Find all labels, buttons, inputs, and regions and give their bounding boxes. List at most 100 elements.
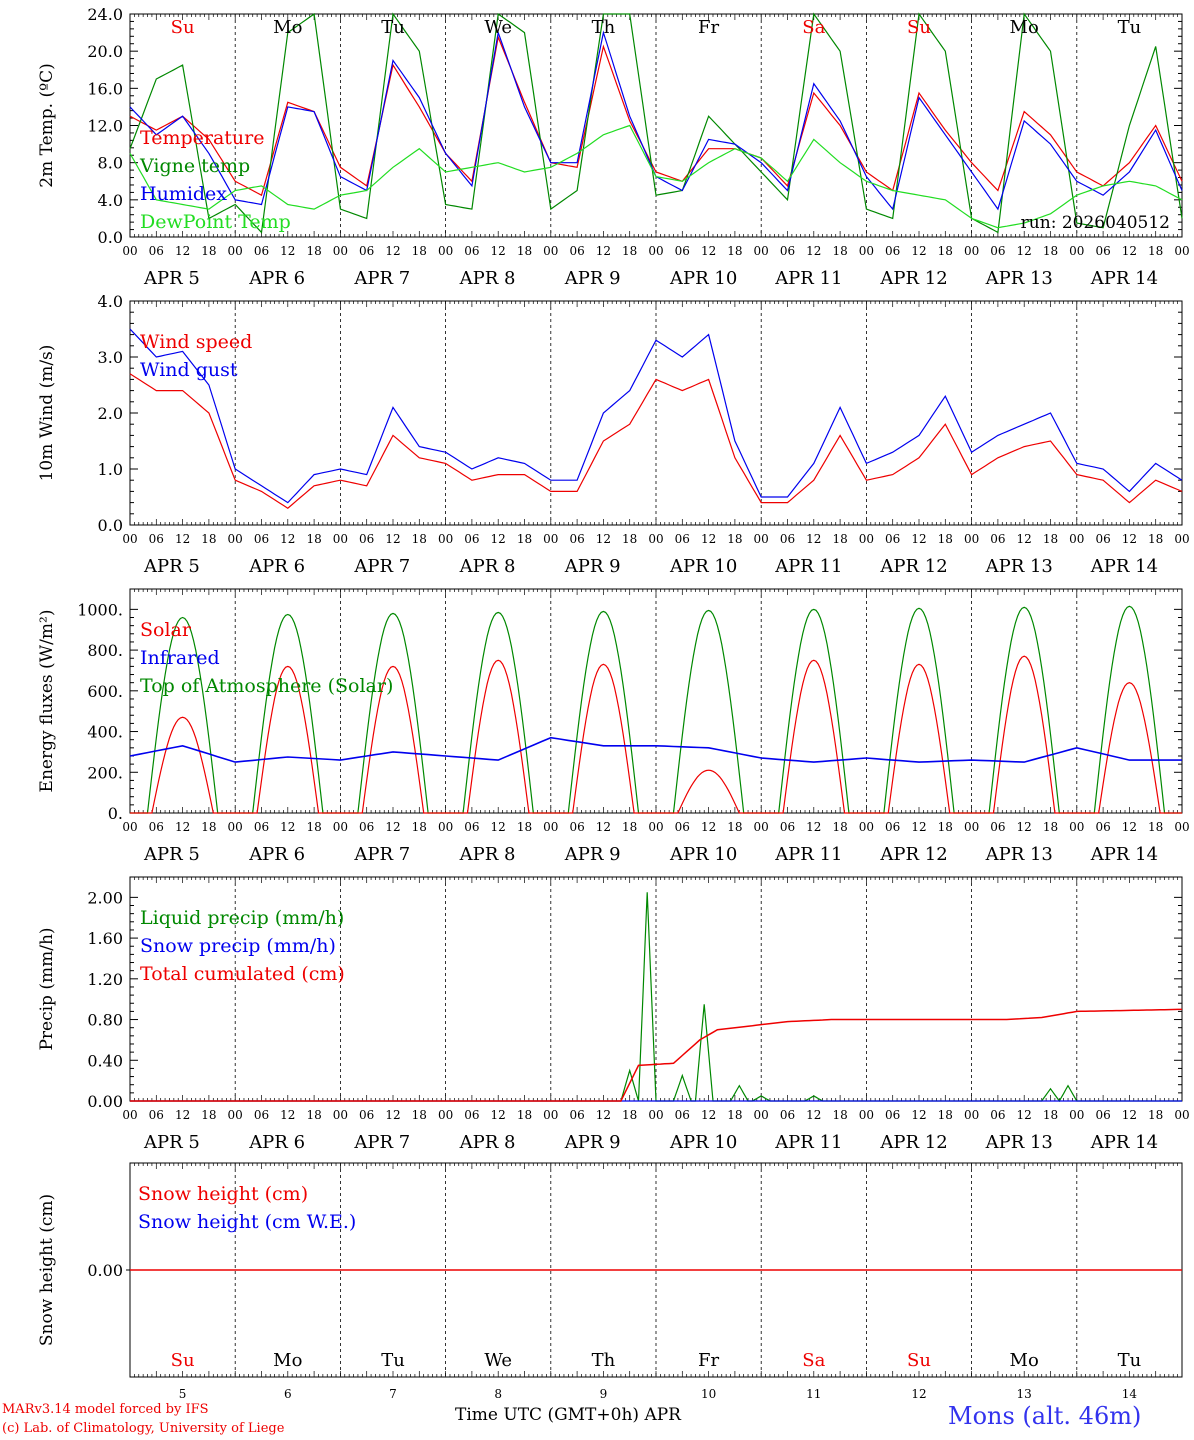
panel-frame [129, 588, 1183, 814]
hour-tick-label: 12 [911, 244, 926, 258]
date-label: APR 6 [248, 556, 305, 577]
series-line-infrared [129, 736, 1182, 763]
weekday-label: Tu [1118, 1350, 1142, 1371]
hour-tick-label: 12 [596, 532, 611, 546]
hour-tick-label: 06 [254, 1108, 269, 1122]
hour-tick-label: 00 [754, 244, 769, 258]
hour-tick-label: 06 [990, 532, 1005, 546]
day-number-label: 8 [494, 1387, 502, 1401]
hour-tick-label: 06 [885, 820, 900, 834]
hour-tick-label: 06 [1095, 532, 1110, 546]
day-number-label: 6 [284, 1387, 292, 1401]
hour-tick-label: 18 [938, 532, 953, 546]
hour-tick-label: 06 [149, 532, 164, 546]
date-label: APR 13 [985, 1132, 1053, 1153]
hour-tick-label: 06 [359, 1108, 374, 1122]
date-label: APR 7 [353, 268, 410, 289]
hour-tick-label: 00 [122, 532, 137, 546]
date-label: APR 14 [1090, 268, 1158, 289]
date-label: APR 13 [985, 268, 1053, 289]
hour-tick-label: 12 [911, 820, 926, 834]
hour-tick-label: 00 [1174, 532, 1189, 546]
hour-tick-label: 00 [333, 820, 348, 834]
hour-tick-label: 06 [780, 532, 795, 546]
hour-tick-label: 00 [543, 820, 558, 834]
legend-entry: Solar [140, 619, 192, 641]
hour-tick-label: 18 [306, 532, 321, 546]
x-axis-label: Time UTC (GMT+0h) APR [455, 1405, 681, 1425]
hour-tick-label: 00 [754, 1108, 769, 1122]
hour-tick-label: 12 [280, 820, 295, 834]
hour-tick-label: 12 [1122, 1108, 1137, 1122]
hour-tick-label: 00 [122, 1108, 137, 1122]
hour-tick-label: 00 [543, 244, 558, 258]
date-label: APR 5 [143, 556, 200, 577]
date-label: APR 9 [564, 556, 621, 577]
date-label: APR 13 [985, 844, 1053, 865]
hour-tick-label: 06 [990, 244, 1005, 258]
hour-tick-label: 12 [1122, 244, 1137, 258]
hour-tick-label: 00 [1069, 532, 1084, 546]
date-label: APR 11 [774, 268, 842, 289]
hour-tick-label: 12 [701, 820, 716, 834]
weekday-label: Su [907, 17, 931, 38]
y-axis-title: 2m Temp. (ºC) [37, 63, 57, 188]
hour-tick-label: 18 [306, 244, 321, 258]
hour-tick-label: 06 [675, 820, 690, 834]
hour-tick-label: 12 [1017, 244, 1032, 258]
hour-tick-label: 12 [175, 820, 190, 834]
hour-tick-label: 12 [175, 532, 190, 546]
legend-entry: Snow height (cm W.E.) [138, 1211, 356, 1233]
hour-tick-label: 00 [648, 532, 663, 546]
hour-tick-label: 00 [964, 244, 979, 258]
date-label: APR 8 [459, 268, 516, 289]
hour-tick-label: 18 [201, 820, 216, 834]
date-label: APR 12 [879, 1132, 947, 1153]
hour-tick-label: 18 [622, 1108, 637, 1122]
hour-tick-label: 12 [806, 244, 821, 258]
weekday-label: Tu [381, 1350, 405, 1371]
day-number-label: 9 [600, 1387, 608, 1401]
y-tick-label: 600. [87, 682, 123, 701]
hour-tick-label: 00 [859, 244, 874, 258]
hour-tick-label: 12 [280, 532, 295, 546]
hour-tick-label: 18 [306, 820, 321, 834]
y-tick-label: 20.0 [87, 42, 123, 61]
hour-tick-label: 06 [464, 532, 479, 546]
hour-tick-label: 18 [1148, 532, 1163, 546]
y-axis-title: 10m Wind (m/s) [37, 345, 57, 482]
date-label: APR 8 [459, 844, 516, 865]
hour-tick-label: 12 [806, 1108, 821, 1122]
hour-tick-label: 12 [806, 820, 821, 834]
hour-tick-label: 12 [175, 244, 190, 258]
hour-tick-label: 00 [1069, 1108, 1084, 1122]
hour-tick-label: 18 [938, 244, 953, 258]
hour-tick-label: 18 [1043, 820, 1058, 834]
series-line-vigne-temp [129, 12, 1183, 234]
y-axis-title: Snow height (cm) [37, 1194, 57, 1346]
weekday-label: Sa [802, 17, 825, 38]
hour-tick-label: 18 [832, 1108, 847, 1122]
date-label: APR 5 [143, 844, 200, 865]
panel-frame [129, 13, 1183, 238]
hour-tick-label: 06 [885, 244, 900, 258]
hour-tick-label: 12 [1017, 1108, 1032, 1122]
hour-tick-label: 06 [569, 1108, 584, 1122]
hour-tick-label: 06 [464, 820, 479, 834]
hour-tick-label: 06 [254, 820, 269, 834]
hour-tick-label: 12 [1122, 532, 1137, 546]
y-tick-label: 800. [87, 641, 123, 660]
y-tick-label: 16.0 [87, 79, 123, 98]
station-label: Mons (alt. 46m) [948, 1402, 1142, 1430]
hour-tick-label: 12 [385, 532, 400, 546]
weekday-label: Su [907, 1350, 931, 1371]
y-tick-label: 1000. [77, 600, 123, 619]
hour-tick-label: 18 [727, 244, 742, 258]
date-label: APR 7 [353, 1132, 410, 1153]
hour-tick-label: 00 [754, 820, 769, 834]
hour-tick-label: 06 [464, 244, 479, 258]
hour-tick-label: 00 [1174, 820, 1189, 834]
day-number-label: 11 [806, 1387, 821, 1401]
hour-tick-label: 06 [254, 532, 269, 546]
date-label: APR 6 [248, 1132, 305, 1153]
